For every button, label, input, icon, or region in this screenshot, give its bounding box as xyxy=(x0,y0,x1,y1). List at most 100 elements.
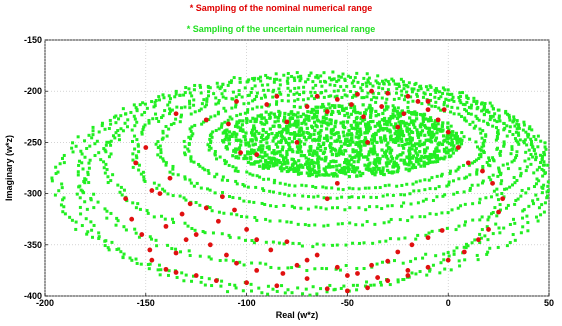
uncertain-point xyxy=(529,162,533,166)
uncertain-point xyxy=(423,123,427,128)
uncertain-point xyxy=(192,98,196,102)
uncertain-point xyxy=(268,189,272,193)
uncertain-point xyxy=(264,110,268,114)
uncertain-point xyxy=(325,267,329,271)
uncertain-point xyxy=(326,223,330,227)
uncertain-point xyxy=(293,184,297,188)
uncertain-point xyxy=(309,147,313,151)
uncertain-point xyxy=(534,158,538,162)
uncertain-point xyxy=(413,82,417,86)
uncertain-point xyxy=(122,188,126,192)
uncertain-point xyxy=(500,192,504,196)
uncertain-point xyxy=(464,220,468,224)
uncertain-point xyxy=(347,160,351,165)
uncertain-point xyxy=(213,153,217,157)
uncertain-point xyxy=(217,210,221,214)
uncertain-point xyxy=(456,167,460,171)
uncertain-point xyxy=(371,91,375,95)
uncertain-point xyxy=(148,262,152,266)
uncertain-point xyxy=(371,119,375,124)
uncertain-point xyxy=(345,111,349,116)
uncertain-point xyxy=(97,237,101,241)
nominal-point xyxy=(207,242,213,248)
nominal-point xyxy=(425,99,431,104)
uncertain-point xyxy=(286,127,290,131)
uncertain-point xyxy=(473,238,477,242)
uncertain-point xyxy=(396,278,400,282)
uncertain-point xyxy=(299,114,303,119)
nominal-point xyxy=(304,276,310,281)
uncertain-point xyxy=(386,88,390,92)
uncertain-point xyxy=(543,141,547,145)
uncertain-point xyxy=(395,116,400,120)
uncertain-point xyxy=(270,131,274,136)
uncertain-point xyxy=(531,199,535,203)
uncertain-point xyxy=(125,125,129,129)
uncertain-point xyxy=(381,87,385,91)
uncertain-point xyxy=(498,119,502,123)
uncertain-point xyxy=(358,140,362,144)
uncertain-point xyxy=(358,146,362,150)
uncertain-point xyxy=(517,125,521,129)
uncertain-point xyxy=(132,103,136,107)
uncertain-point xyxy=(192,184,196,188)
uncertain-point xyxy=(369,195,373,199)
uncertain-point xyxy=(343,148,347,153)
nominal-point xyxy=(345,273,350,278)
nominal-point xyxy=(274,283,280,289)
uncertain-point xyxy=(527,187,531,191)
uncertain-point xyxy=(420,154,424,159)
uncertain-point xyxy=(233,283,237,287)
uncertain-point xyxy=(199,85,203,89)
uncertain-point xyxy=(234,95,238,99)
uncertain-point xyxy=(284,140,288,145)
uncertain-point xyxy=(310,172,314,177)
uncertain-point xyxy=(428,160,432,164)
uncertain-point xyxy=(463,118,467,122)
uncertain-point xyxy=(404,83,408,87)
uncertain-point xyxy=(355,110,360,115)
uncertain-point xyxy=(386,204,390,208)
uncertain-point xyxy=(292,76,296,80)
uncertain-point xyxy=(410,87,414,91)
uncertain-point xyxy=(231,165,235,169)
uncertain-point xyxy=(361,119,365,123)
uncertain-point xyxy=(311,86,315,90)
uncertain-point xyxy=(161,93,165,97)
uncertain-point xyxy=(296,111,300,115)
uncertain-point xyxy=(114,131,118,135)
uncertain-point xyxy=(429,92,433,96)
uncertain-point xyxy=(189,159,193,163)
uncertain-point xyxy=(253,134,257,138)
uncertain-point xyxy=(423,125,428,129)
uncertain-point xyxy=(141,170,145,174)
uncertain-point xyxy=(235,120,239,124)
uncertain-point xyxy=(167,94,171,98)
uncertain-point xyxy=(446,151,450,155)
uncertain-point xyxy=(447,148,451,152)
uncertain-point xyxy=(396,166,401,170)
uncertain-point xyxy=(358,130,363,134)
uncertain-point xyxy=(175,105,179,109)
uncertain-point xyxy=(346,139,350,143)
uncertain-point xyxy=(249,138,253,142)
uncertain-point xyxy=(515,119,519,123)
uncertain-point xyxy=(351,109,356,113)
uncertain-point xyxy=(309,90,313,94)
uncertain-point xyxy=(262,189,266,193)
uncertain-point xyxy=(475,99,479,103)
uncertain-point xyxy=(106,175,110,179)
uncertain-point xyxy=(106,246,110,250)
uncertain-point xyxy=(490,104,494,108)
uncertain-point xyxy=(395,110,399,114)
nominal-point xyxy=(224,252,229,258)
uncertain-point xyxy=(320,84,324,88)
uncertain-point xyxy=(255,218,259,222)
uncertain-point xyxy=(335,79,339,83)
uncertain-point xyxy=(287,136,291,141)
uncertain-point xyxy=(166,273,170,277)
nominal-point xyxy=(254,268,260,273)
uncertain-point xyxy=(153,100,157,104)
uncertain-point xyxy=(250,133,255,137)
uncertain-point xyxy=(324,207,328,211)
